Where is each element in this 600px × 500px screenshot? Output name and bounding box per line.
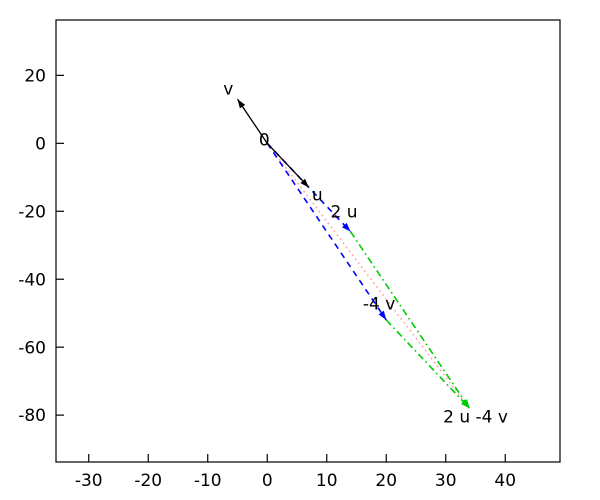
- y-tick-label: -60: [18, 338, 46, 358]
- label-2u: 2 u: [331, 202, 358, 222]
- label-origin: 0: [259, 130, 270, 150]
- vector-resultant-dotted-line: [266, 142, 471, 409]
- y-tick-label: -80: [18, 406, 46, 426]
- x-tick-label: 40: [494, 471, 516, 491]
- y-tick-label: -20: [18, 202, 46, 222]
- x-tick-label: 20: [375, 471, 397, 491]
- vector-green-from-minus4v-line: [385, 319, 471, 409]
- label-v: v: [223, 79, 233, 99]
- vector-u-arrowhead: [300, 178, 309, 188]
- vector-u-line: [266, 142, 310, 188]
- x-tick-label: 30: [435, 471, 457, 491]
- vector-v-arrowhead: [237, 99, 246, 109]
- label-2u-minus-4v: 2 u -4 v: [443, 407, 508, 427]
- y-tick-label: 20: [24, 66, 46, 86]
- x-tick-label: -30: [75, 471, 103, 491]
- y-tick-label: 0: [35, 134, 46, 154]
- x-tick-label: -20: [134, 471, 162, 491]
- vector--4v-arrowhead: [378, 310, 387, 320]
- label-u: u: [312, 185, 323, 205]
- x-tick-label: 0: [262, 471, 273, 491]
- x-tick-label: -10: [194, 471, 222, 491]
- x-tick-label: 10: [316, 471, 338, 491]
- vector-green-from-minus4v-arrowhead: [461, 399, 470, 409]
- vector-green-from-2u-line: [349, 231, 471, 409]
- axes-box: [55, 19, 561, 463]
- y-tick-label: -40: [18, 270, 46, 290]
- vector--4v-line: [266, 142, 387, 321]
- label-minus4v: -4 v: [363, 294, 395, 314]
- vector-2u-arrowhead: [342, 222, 351, 232]
